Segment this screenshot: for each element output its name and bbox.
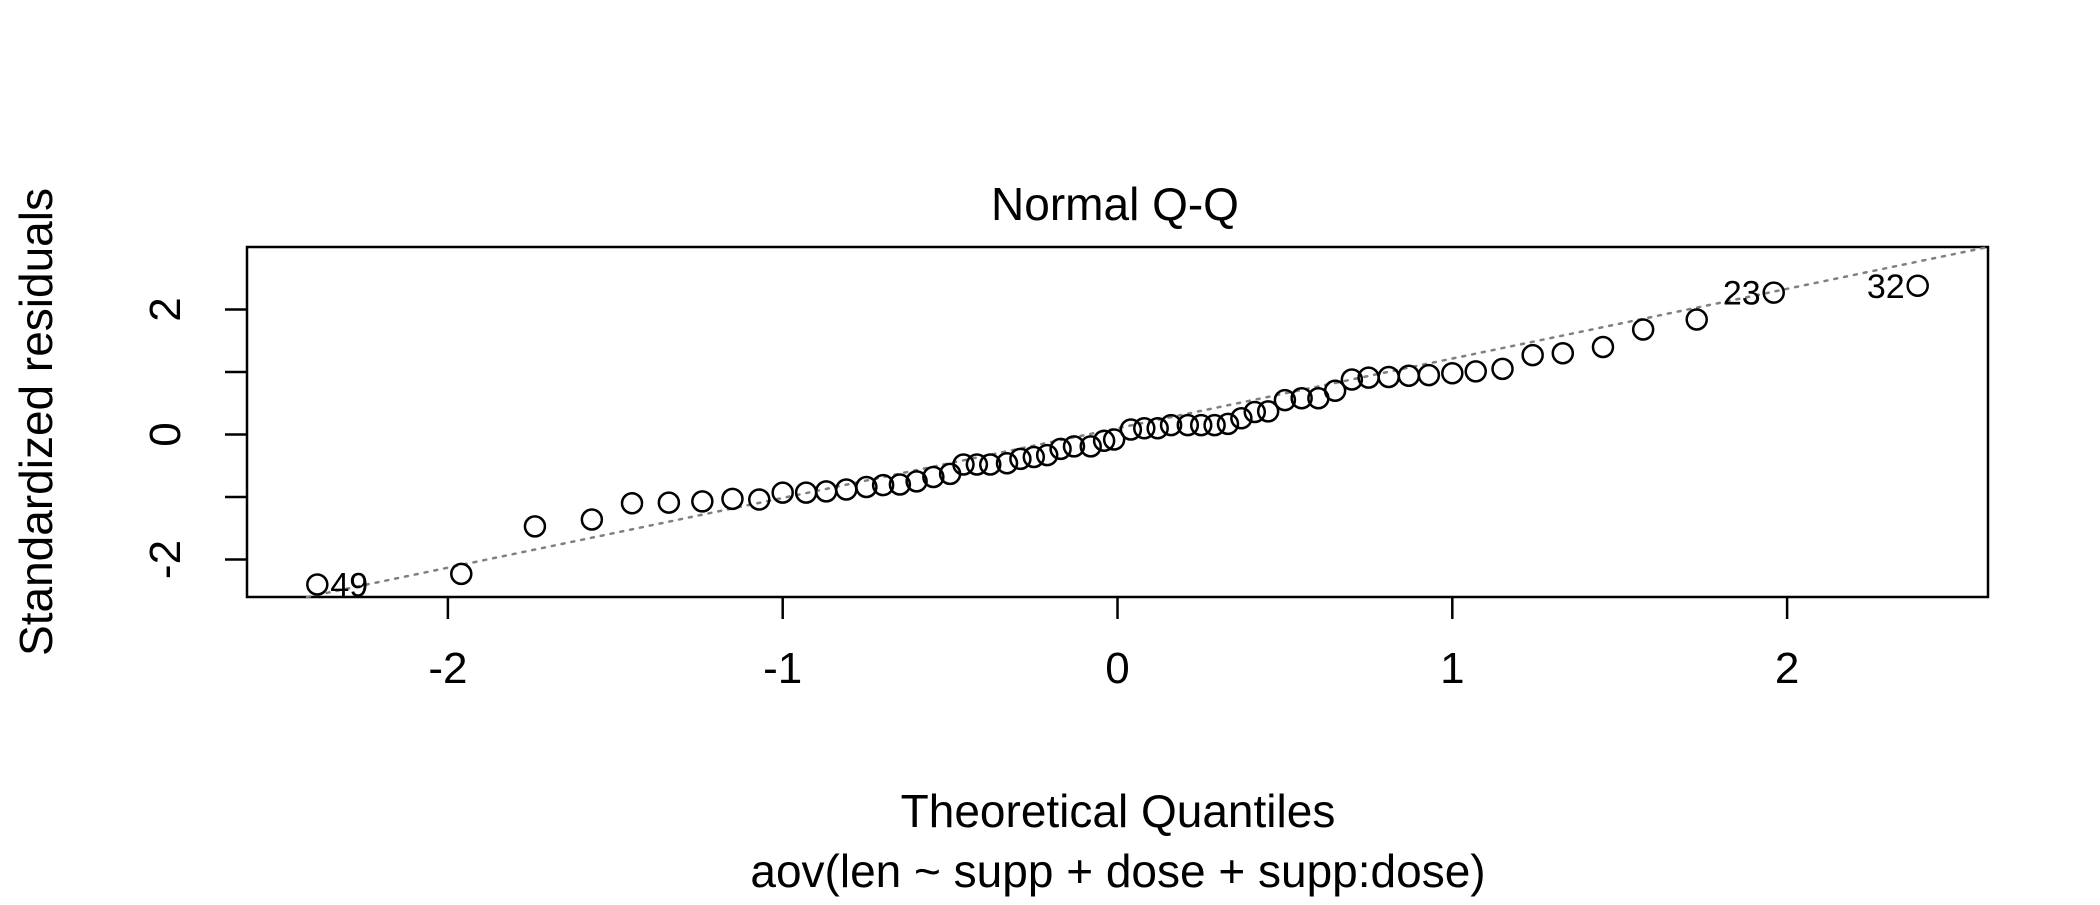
data-point [952, 453, 975, 476]
data-point [1146, 417, 1169, 440]
y-tick-label: 0 [141, 422, 190, 446]
data-point [1009, 447, 1032, 471]
y-tick-label: -2 [141, 540, 190, 579]
x-tick-label: 2 [1775, 644, 1799, 693]
data-point [1441, 362, 1464, 385]
data-point [1521, 343, 1544, 367]
x-tick-label: 1 [1440, 644, 1464, 693]
data-point [1551, 342, 1575, 365]
point-labels: 49 23 32 [330, 268, 1904, 605]
data-point [1119, 418, 1143, 441]
data-point [888, 473, 912, 496]
data-point [871, 473, 895, 497]
point-label: 23 [1723, 275, 1761, 313]
data-point [1049, 437, 1072, 461]
data-point [979, 453, 1002, 476]
data-point [1290, 387, 1313, 410]
data-point [1397, 364, 1421, 387]
data-point [1022, 445, 1046, 469]
data-point [1102, 428, 1126, 451]
data-points [306, 274, 1929, 596]
data-point [1685, 308, 1708, 331]
data-point [1906, 274, 1929, 297]
data-point [523, 515, 547, 538]
point-label: 32 [1867, 268, 1905, 306]
reference-line [305, 245, 1990, 599]
data-point [922, 465, 945, 489]
data-point [1062, 435, 1086, 458]
data-point [1133, 417, 1156, 440]
data-point [691, 490, 714, 513]
data-point [1035, 443, 1059, 467]
data-point [620, 492, 644, 515]
data-point [1079, 435, 1102, 458]
data-point [1189, 413, 1213, 437]
x-axis-title: Theoretical Quantiles [901, 785, 1336, 837]
data-point [1273, 388, 1297, 412]
x-tick-label: 0 [1105, 644, 1129, 693]
data-point [965, 453, 989, 476]
data-point [905, 470, 928, 493]
y-axis: -2 0 2 [141, 297, 247, 579]
x-axis: -2 -1 0 1 2 [428, 597, 1799, 693]
data-point [1591, 335, 1615, 359]
data-point [1176, 413, 1200, 437]
y-axis-title: Standardized residuals [10, 188, 62, 656]
data-point [1092, 429, 1116, 452]
data-point [855, 475, 878, 499]
data-point [748, 488, 771, 511]
data-point [1243, 400, 1267, 424]
data-point [721, 487, 744, 511]
data-point [835, 478, 858, 501]
data-point [1159, 413, 1183, 437]
data-point [306, 573, 329, 596]
data-point [657, 491, 681, 514]
data-point [1377, 365, 1400, 389]
x-tick-label: -2 [428, 644, 467, 693]
y-tick-label: 2 [141, 297, 190, 321]
data-point [1631, 318, 1655, 341]
data-point [995, 452, 1019, 475]
x-tick-label: -1 [763, 644, 802, 693]
data-point [1216, 412, 1240, 436]
data-point [1491, 357, 1514, 381]
data-point [450, 562, 473, 586]
chart-title: Normal Q-Q [991, 178, 1239, 230]
data-point [1323, 379, 1347, 402]
data-point [580, 508, 604, 531]
data-point [771, 481, 794, 504]
data-point [1203, 413, 1226, 437]
data-point [1256, 400, 1280, 423]
data-point [1340, 368, 1364, 391]
chart-subtitle: aov(len ~ supp + dose + supp:dose) [750, 845, 1485, 897]
data-point [1762, 281, 1785, 304]
data-point [1417, 363, 1441, 387]
data-point [1230, 407, 1253, 430]
point-label: 49 [330, 567, 368, 605]
data-point [1464, 360, 1487, 383]
